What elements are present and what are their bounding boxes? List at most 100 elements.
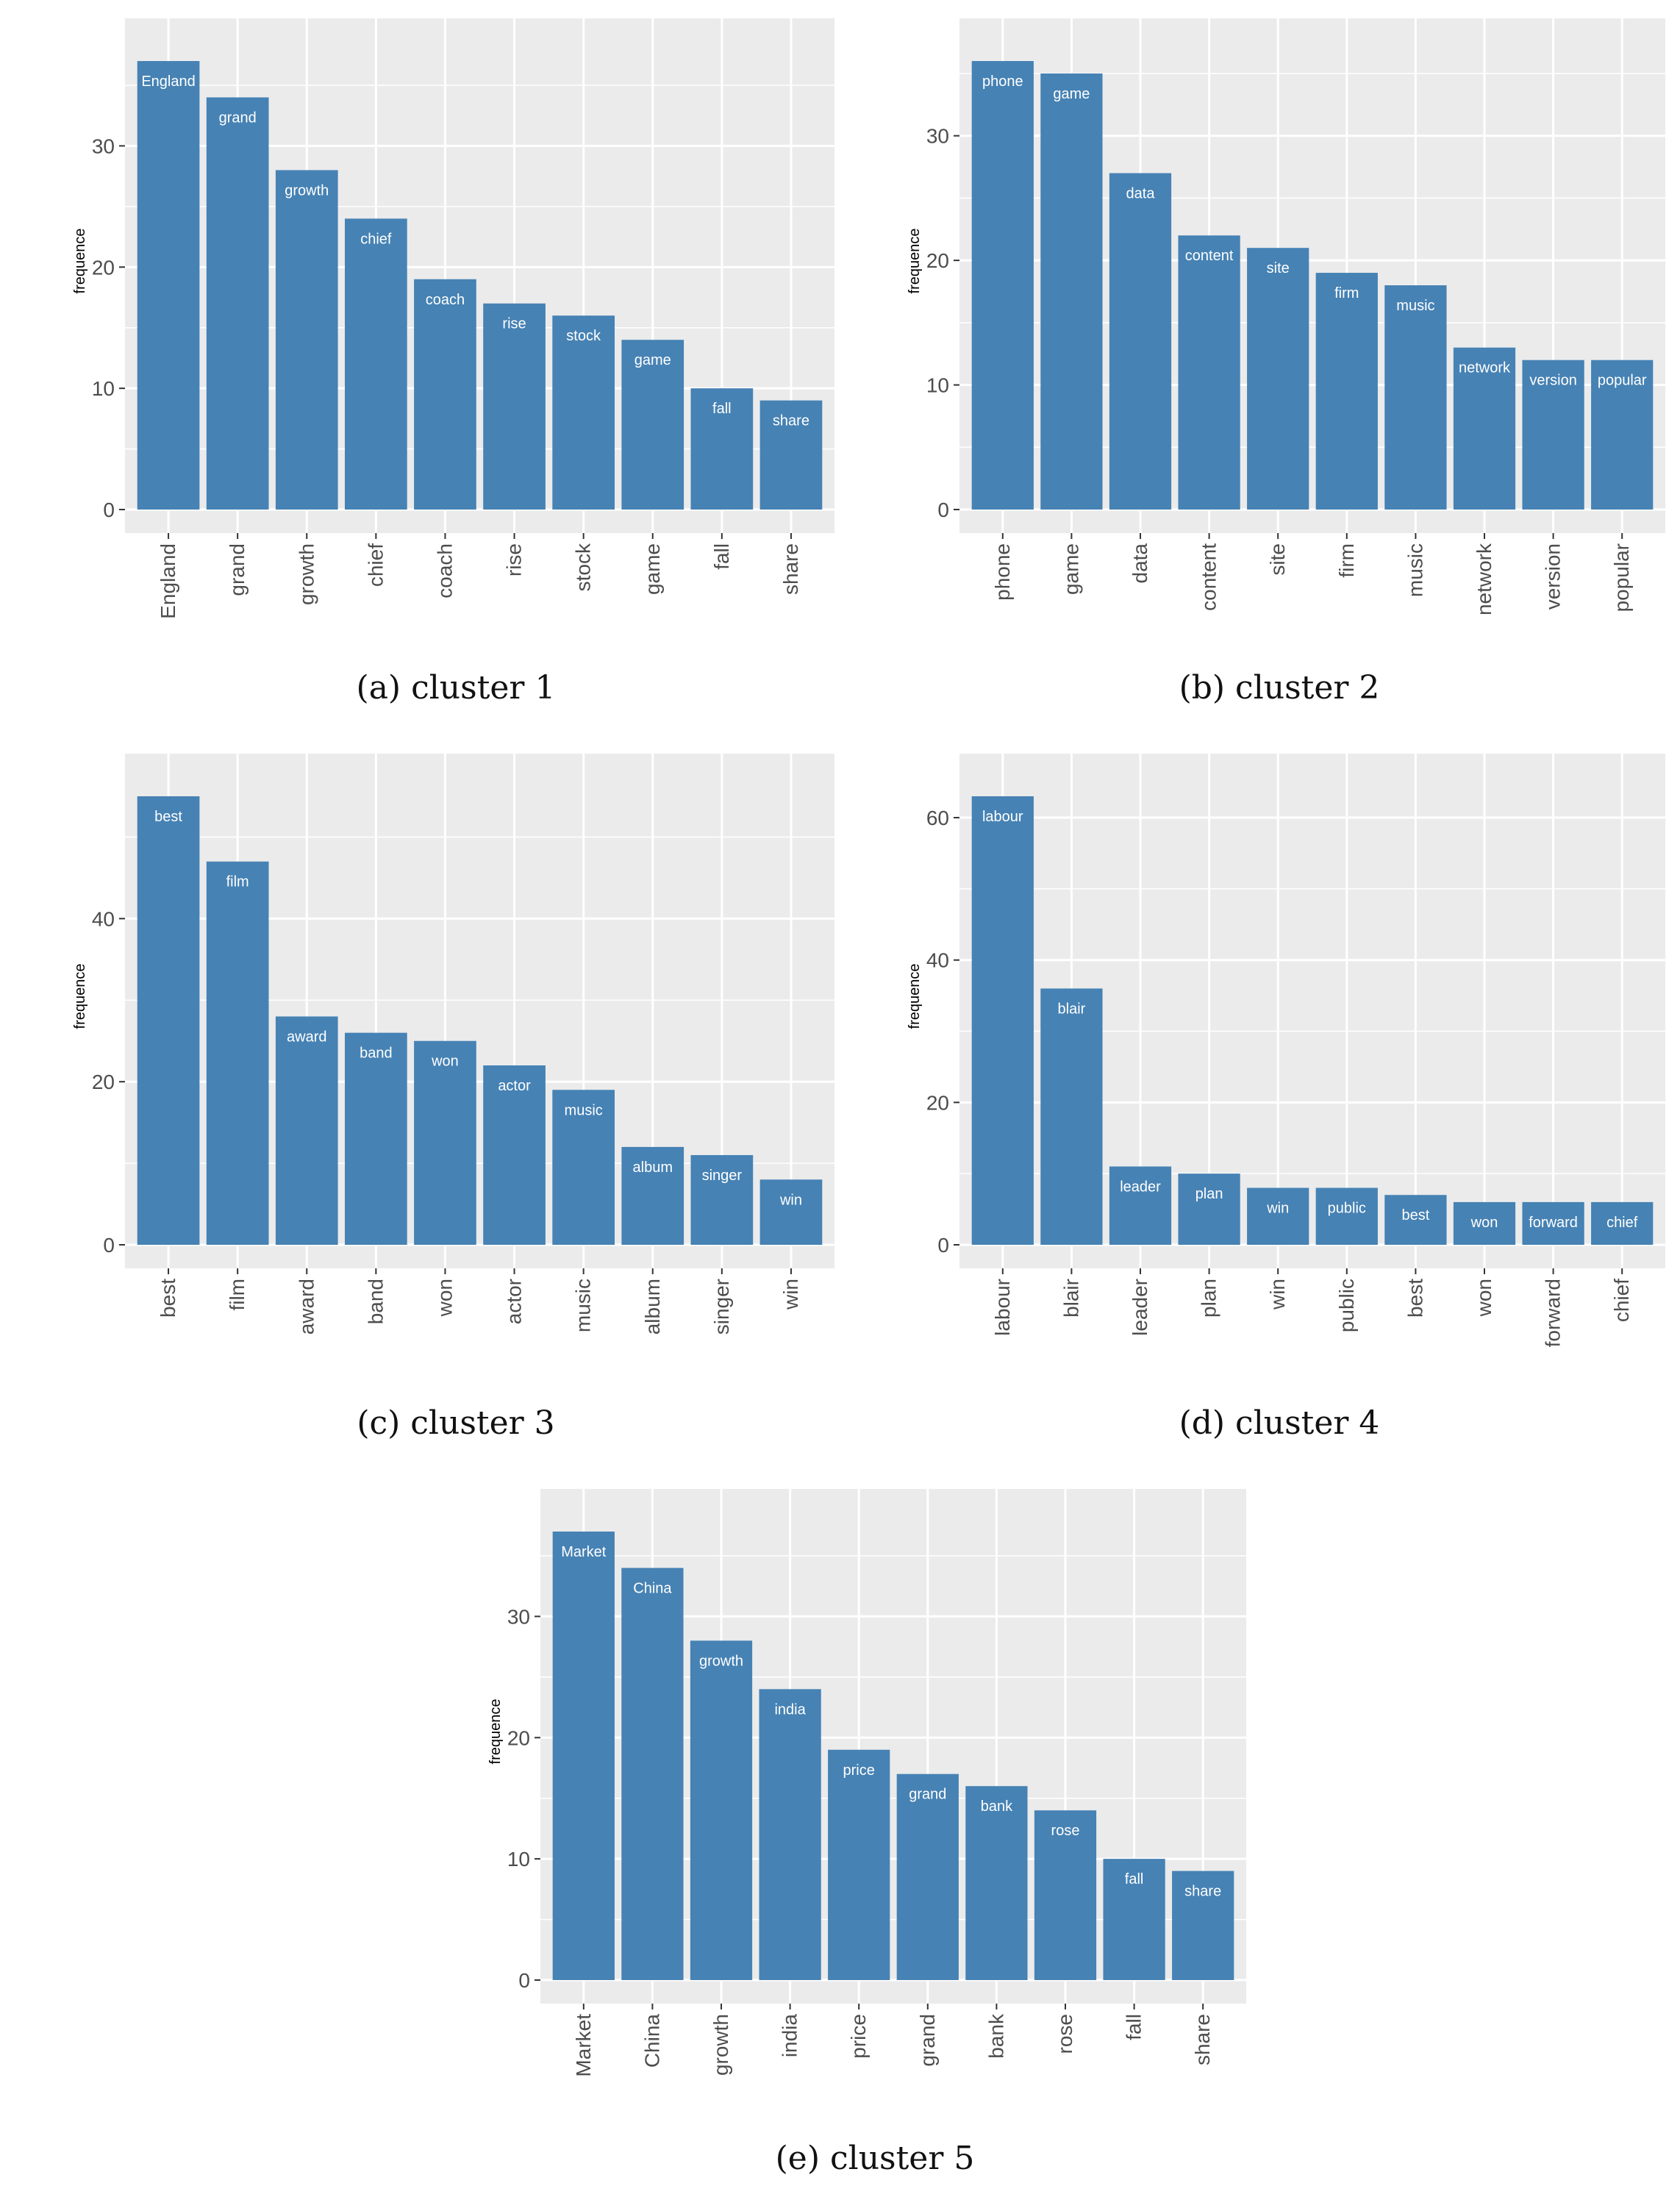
bar-music: [1384, 285, 1447, 510]
y-tick-label: 20: [926, 249, 949, 272]
bar-label-album: album: [633, 1160, 673, 1176]
bar-share: [1172, 1871, 1234, 1980]
x-tick-label-England: England: [157, 543, 179, 619]
x-tick-label-China: China: [640, 2014, 663, 2068]
bar-band: [345, 1032, 407, 1245]
bar-growth: [690, 1640, 753, 1980]
x-tick-label-band: band: [364, 1279, 387, 1324]
bar-label-chief: chief: [1606, 1215, 1638, 1231]
bar-award: [275, 1016, 338, 1245]
bar-music: [552, 1090, 615, 1245]
bar-label-fall: fall: [1125, 1871, 1144, 1887]
x-tick-label-game: game: [641, 543, 664, 595]
x-tick-label-rose: rose: [1054, 2014, 1076, 2054]
bar-label-rise: rise: [502, 316, 526, 332]
x-tick-label-fall: fall: [1123, 2014, 1145, 2040]
bar-label-award: award: [287, 1029, 326, 1045]
bar-label-China: China: [633, 1580, 672, 1596]
bar-label-forward: forward: [1529, 1215, 1578, 1231]
bar-label-data: data: [1126, 186, 1156, 202]
x-tick-label-blair: blair: [1059, 1279, 1082, 1318]
bar-label-grand: grand: [909, 1787, 946, 1803]
bar-india: [759, 1689, 821, 1980]
y-tick-label: 0: [937, 1234, 949, 1257]
chart-svg: labour labour blair blair leader leader plan pl…: [907, 754, 1665, 1347]
bar-label-content: content: [1185, 248, 1234, 264]
y-tick-label: 20: [92, 256, 115, 279]
bar-chief: [1591, 1201, 1654, 1245]
bar-label-growth: growth: [285, 182, 329, 199]
y-tick-label: 30: [92, 135, 115, 157]
bar-label-network: network: [1459, 360, 1511, 376]
bar-label-site: site: [1267, 260, 1290, 276]
bar-label-won: won: [1470, 1215, 1498, 1231]
bar-label-grand: grand: [219, 110, 257, 126]
x-tick-label-labour: labour: [991, 1279, 1014, 1336]
chart-svg: phone phone game game data data content content…: [907, 18, 1665, 615]
bar-label-band: band: [360, 1046, 393, 1062]
bar-label-india: india: [774, 1701, 806, 1718]
chart-cluster-4: labour labour blair blair leader leader plan pl…: [846, 735, 1680, 1382]
bar-network: [1453, 347, 1516, 510]
y-tick-label: 10: [926, 374, 949, 397]
x-tick-label-growth: growth: [295, 543, 318, 605]
y-axis-title: frequence: [487, 1699, 504, 1765]
x-tick-label-phone: phone: [991, 543, 1014, 601]
x-tick-label-game: game: [1059, 543, 1082, 595]
bar-version: [1522, 360, 1584, 510]
x-tick-label-album: album: [641, 1279, 664, 1335]
bar-label-leader: leader: [1120, 1179, 1161, 1195]
bar-album: [621, 1146, 684, 1245]
chart-cluster-2: phone phone game game data data content content…: [846, 0, 1680, 647]
bar-label-share: share: [773, 413, 809, 429]
bar-popular: [1591, 360, 1654, 510]
x-tick-label-bank: bank: [984, 2013, 1007, 2059]
bar-coach: [414, 279, 476, 510]
x-tick-label-forward: forward: [1542, 1279, 1565, 1347]
x-tick-label-chief: chief: [364, 543, 387, 587]
x-tick-label-actor: actor: [503, 1279, 526, 1324]
y-tick-label: 10: [507, 1848, 530, 1871]
x-tick-label-best: best: [157, 1279, 179, 1318]
bar-label-fall: fall: [712, 401, 732, 417]
x-tick-label-singer: singer: [710, 1279, 733, 1335]
x-tick-label-chief: chief: [1610, 1279, 1633, 1322]
x-tick-label-award: award: [295, 1279, 318, 1335]
bar-win: [759, 1179, 823, 1245]
x-tick-label-public: public: [1335, 1279, 1358, 1332]
bar-label-price: price: [843, 1762, 875, 1779]
bar-grand: [896, 1773, 959, 1980]
bar-win: [1247, 1187, 1309, 1245]
y-tick-label: 40: [92, 907, 115, 930]
y-axis-title: frequence: [907, 964, 923, 1029]
x-tick-label-stock: stock: [572, 543, 595, 591]
bar-game: [1040, 73, 1103, 510]
y-tick-label: 20: [92, 1071, 115, 1093]
bar-plan: [1178, 1173, 1240, 1245]
bar-label-coach: coach: [426, 292, 465, 308]
bar-label-win: win: [779, 1192, 802, 1208]
x-tick-label-won: won: [433, 1279, 456, 1317]
bar-label-game: game: [1053, 86, 1090, 102]
bar-label-win: win: [1266, 1201, 1289, 1217]
x-tick-label-film: film: [226, 1279, 249, 1311]
y-tick-label: 30: [507, 1605, 530, 1628]
y-tick-label: 0: [518, 1969, 530, 1992]
bar-label-firm: firm: [1334, 285, 1359, 301]
x-tick-label-share: share: [1191, 2014, 1214, 2065]
caption-cluster-2: (b) cluster 2: [1179, 669, 1380, 707]
bar-label-best: best: [1401, 1207, 1429, 1223]
x-tick-label-coach: coach: [433, 543, 456, 599]
bar-label-game: game: [635, 352, 671, 368]
bar-label-phone: phone: [982, 74, 1023, 90]
x-tick-label-growth: growth: [709, 2014, 732, 2076]
x-tick-label-music: music: [1404, 543, 1426, 597]
bar-film: [206, 861, 269, 1245]
bar-leader: [1109, 1166, 1172, 1245]
y-axis-title: frequence: [907, 229, 923, 294]
bar-content: [1178, 235, 1240, 510]
y-tick-label: 0: [103, 499, 115, 521]
bar-label-plan: plan: [1195, 1186, 1223, 1202]
bar-forward: [1522, 1201, 1584, 1245]
x-tick-label-leader: leader: [1129, 1279, 1151, 1336]
